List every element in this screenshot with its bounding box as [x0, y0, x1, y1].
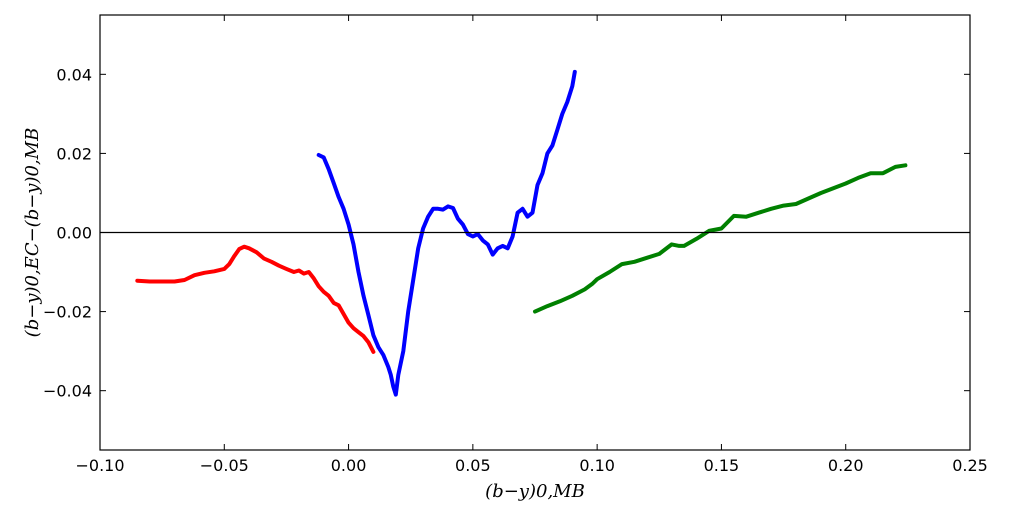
y-tick-label: −0.02	[43, 303, 92, 322]
series-line-1	[135, 244, 376, 354]
series-layer	[135, 69, 908, 397]
x-tick-label: 0.10	[579, 456, 615, 475]
ticks-layer: −0.10 −0.05 0.00 0.05 0.10 0.15 0.20 0.25 −0.04 −…	[43, 15, 988, 475]
y-axis-label: (b−y)0,EC−(b−y)0,MB	[22, 128, 43, 338]
series-line-3	[533, 163, 908, 314]
y-tick-label: 0.02	[56, 144, 92, 163]
x-tick-label: −0.10	[75, 456, 124, 475]
x-tick-label: 0.15	[704, 456, 740, 475]
x-tick-label: 0.05	[455, 456, 491, 475]
x-tick-label: 0.25	[952, 456, 988, 475]
y-tick-label: 0.04	[56, 65, 92, 84]
x-tick-label: −0.05	[200, 456, 249, 475]
series-line-2	[316, 69, 577, 397]
x-tick-label: 0.20	[828, 456, 864, 475]
y-tick-label: −0.04	[43, 382, 92, 401]
y-tick-label: 0.00	[56, 224, 92, 243]
x-axis-label: (b−y)0,MB	[485, 481, 585, 502]
x-tick-label: 0.00	[331, 456, 367, 475]
